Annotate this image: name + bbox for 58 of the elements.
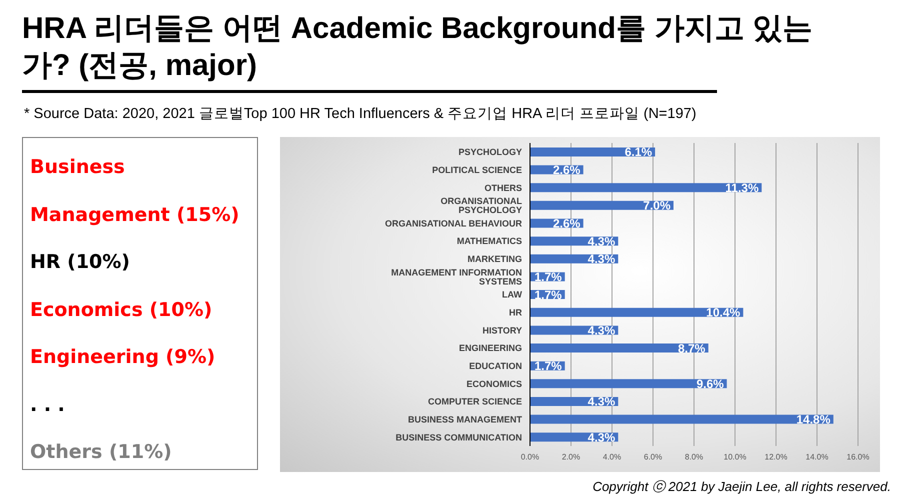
text: HR (10%) — [30, 250, 131, 275]
y-tick-label: BUSINESS COMMUNICATION — [396, 432, 522, 442]
data-label: 4.3% — [588, 323, 616, 338]
y-tick-label: OTHERS — [484, 182, 522, 193]
text: Others (11%) — [30, 440, 173, 465]
data-label: 2.6% — [552, 163, 581, 178]
data-label: 2.6% — [552, 216, 581, 231]
bar — [530, 200, 674, 210]
data-label: 9.6% — [696, 376, 724, 391]
data-label: 1.7% — [534, 270, 562, 284]
x-tick-label: 14.0% — [806, 452, 828, 462]
text: Business Management (15%) — [30, 156, 240, 226]
bar — [530, 379, 727, 388]
y-tick-label: ORGANISATIONAL BEHAVIOUR — [384, 218, 522, 228]
x-tick-label: 6.0% — [644, 452, 662, 462]
y-tick-label: POLITICAL SCIENCE — [432, 164, 522, 175]
y-tick-label: COMPUTER SCIENCE — [428, 396, 522, 407]
bar — [530, 414, 834, 424]
y-tick-label: HR — [509, 308, 522, 318]
data-label: 7.0% — [643, 198, 671, 213]
data-label: 1.7% — [534, 359, 562, 374]
x-tick-label: 4.0% — [602, 452, 622, 462]
data-label: 11.3% — [725, 180, 759, 195]
y-tick-label: MANAGEMENT INFORMATION SYSTEMS — [391, 267, 522, 286]
data-label: 1.7% — [534, 288, 562, 302]
y-tick-label: MARKETING — [468, 254, 522, 264]
bar — [530, 183, 762, 192]
chart-title: HRA 리더들은 어떤 Academic Background를 가지고 있는가? (전공, major) — [22, 11, 814, 84]
text: Economics (10%) — [30, 298, 214, 322]
x-tick-label: 16.0% — [846, 452, 870, 462]
data-label: 4.3% — [588, 252, 616, 266]
x-tick-label: 8.0% — [684, 452, 704, 462]
y-tick-label: HISTORY — [482, 325, 522, 336]
y-tick-label: ECONOMICS — [466, 378, 522, 389]
text: Copyright ⓒ 2021 by Jaejin Lee, all rights reserved. — [592, 478, 891, 496]
x-tick-label: 0.0% — [520, 452, 540, 462]
y-tick-label: MATHEMATICS — [456, 236, 522, 246]
text: Engineering (9%) — [30, 345, 216, 370]
data-label: 4.3% — [588, 394, 616, 409]
y-tick-label: LAW — [502, 290, 522, 300]
bar — [530, 344, 708, 353]
bar — [530, 308, 744, 317]
data-label: 4.3% — [588, 430, 616, 444]
x-tick-label: 12.0% — [764, 452, 788, 462]
text: * Source Data: 2020, 2021 글로벌Top 100 HR Tech Influencers & 주요기업 HRA 리더 프로파일 (N=197) — [24, 105, 696, 123]
y-tick-label: ORGANISATIONAL PSYCHOLOGY — [440, 196, 522, 216]
y-tick-label: ENGINEERING — [458, 343, 522, 354]
y-tick-label: PSYCHOLOGY — [458, 147, 522, 158]
x-tick-label: 2.0% — [562, 452, 580, 462]
data-label: 14.8% — [796, 412, 831, 427]
data-label: 8.7% — [678, 341, 706, 356]
data-label: 4.3% — [588, 234, 616, 248]
x-tick-label: 10.0% — [724, 452, 746, 462]
y-tick-label: EDUCATION — [469, 360, 522, 371]
y-tick-label: BUSINESS MANAGEMENT — [408, 414, 522, 424]
data-label: 10.4% — [706, 306, 741, 320]
text: . . . — [30, 392, 66, 418]
data-label: 6.1% — [624, 145, 652, 160]
